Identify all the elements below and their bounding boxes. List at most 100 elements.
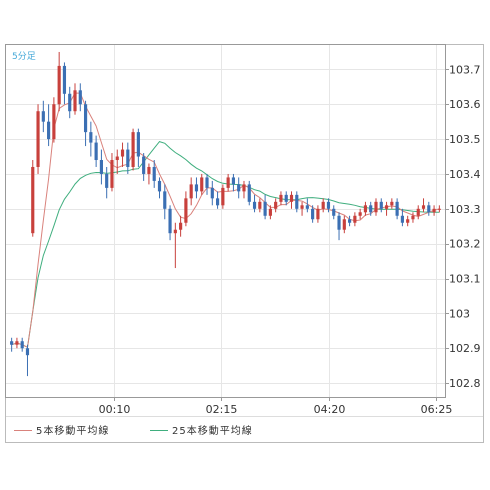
- candle-down: [237, 177, 241, 199]
- candle-body: [247, 184, 251, 202]
- candle-body: [136, 132, 140, 157]
- candle-body: [126, 149, 130, 167]
- candle-up: [189, 177, 193, 206]
- candle-down: [142, 153, 146, 181]
- candle-body: [142, 156, 146, 174]
- candle-down: [168, 205, 172, 241]
- candle-body: [231, 177, 236, 185]
- candle-up: [384, 201, 389, 216]
- candle-body: [337, 215, 341, 230]
- candle-down: [105, 166, 109, 199]
- candle-body: [36, 111, 40, 167]
- candle-up: [432, 205, 436, 216]
- candle-body: [83, 104, 88, 133]
- candle-body: [326, 201, 331, 209]
- candle-up: [15, 337, 19, 349]
- candle-down: [126, 142, 130, 174]
- candle-body: [120, 149, 125, 157]
- candle-body: [400, 215, 404, 223]
- candle-body: [221, 187, 225, 206]
- candle-body: [210, 187, 214, 199]
- candle-body: [432, 208, 436, 213]
- candle-down: [231, 173, 236, 192]
- sma25-line: [11, 141, 440, 349]
- candle-body: [316, 208, 320, 220]
- candle-body: [25, 348, 30, 356]
- candle-down: [157, 177, 162, 199]
- y-tick-label: 103.6: [449, 98, 481, 111]
- candle-layer: [10, 51, 441, 377]
- candle-body: [205, 177, 209, 188]
- y-axis-labels: 103.7 103.6 103.5 103.4 103.3 103.2 103.1 103 10…: [449, 63, 481, 390]
- candle-up: [120, 142, 125, 167]
- candle-up: [342, 215, 346, 234]
- candle-up: [363, 201, 368, 216]
- candle-down: [136, 128, 140, 167]
- candle-down: [10, 337, 14, 352]
- candle-down: [68, 86, 72, 119]
- legend-label: 5本移動平均線: [36, 424, 109, 437]
- candle-down: [326, 198, 331, 213]
- y-tick-label: 103.7: [449, 63, 481, 76]
- candle-up: [52, 97, 56, 143]
- candle-up: [289, 191, 294, 209]
- candle-up: [279, 191, 283, 206]
- candle-body: [226, 177, 230, 188]
- candle-down: [83, 100, 88, 147]
- candle-up: [226, 173, 230, 192]
- candle-up: [358, 208, 362, 220]
- candle-body: [94, 142, 98, 161]
- candle-body: [421, 205, 426, 209]
- candle-up: [437, 205, 441, 213]
- candle-down: [78, 83, 82, 112]
- y-tick-label: 103.2: [449, 238, 481, 251]
- candle-body: [173, 229, 177, 234]
- candle-down: [369, 201, 373, 216]
- candle-down: [89, 121, 93, 157]
- candle-down: [163, 184, 167, 220]
- candle-up: [411, 212, 415, 223]
- x-tick-label: 06:25: [421, 403, 453, 416]
- candle-down: [400, 208, 404, 227]
- x-tick-label: 04:20: [314, 403, 346, 416]
- x-axis-labels: 00:10 02:15 04:20 06:25: [99, 403, 453, 416]
- candle-body: [200, 177, 204, 192]
- candle-up: [36, 104, 40, 174]
- candle-down: [395, 198, 399, 220]
- candle-up: [221, 184, 225, 209]
- candle-up: [274, 198, 278, 213]
- candle-up: [115, 149, 119, 174]
- candle-body: [237, 184, 241, 192]
- candle-up: [147, 163, 151, 185]
- candle-body: [110, 160, 114, 188]
- candle-down: [62, 62, 67, 105]
- candle-up: [268, 205, 272, 220]
- candle-up: [300, 201, 304, 216]
- candle-down: [247, 180, 251, 206]
- y-tick-label: 102.8: [449, 377, 481, 390]
- candle-body: [358, 212, 362, 216]
- candle-down: [263, 194, 267, 220]
- candle-body: [279, 194, 283, 202]
- candle-body: [215, 198, 220, 206]
- candle-body: [115, 156, 119, 161]
- x-tick-label: 02:15: [206, 403, 238, 416]
- candle-body: [332, 208, 336, 216]
- candle-down: [47, 104, 51, 147]
- y-tick-label: 103.1: [449, 273, 481, 286]
- candle-down: [210, 180, 214, 206]
- candle-body: [157, 180, 162, 192]
- candle-body: [411, 215, 415, 220]
- candle-body: [353, 215, 357, 223]
- candle-up: [200, 173, 204, 195]
- candle-body: [41, 111, 45, 122]
- candle-body: [374, 201, 378, 213]
- candle-down: [41, 100, 45, 133]
- x-tick-label: 00:10: [99, 403, 131, 416]
- candle-body: [31, 166, 35, 234]
- candle-body: [274, 201, 278, 209]
- candle-up: [110, 153, 114, 192]
- candle-down: [205, 173, 209, 195]
- candle-down: [25, 344, 30, 377]
- candle-down: [252, 194, 257, 213]
